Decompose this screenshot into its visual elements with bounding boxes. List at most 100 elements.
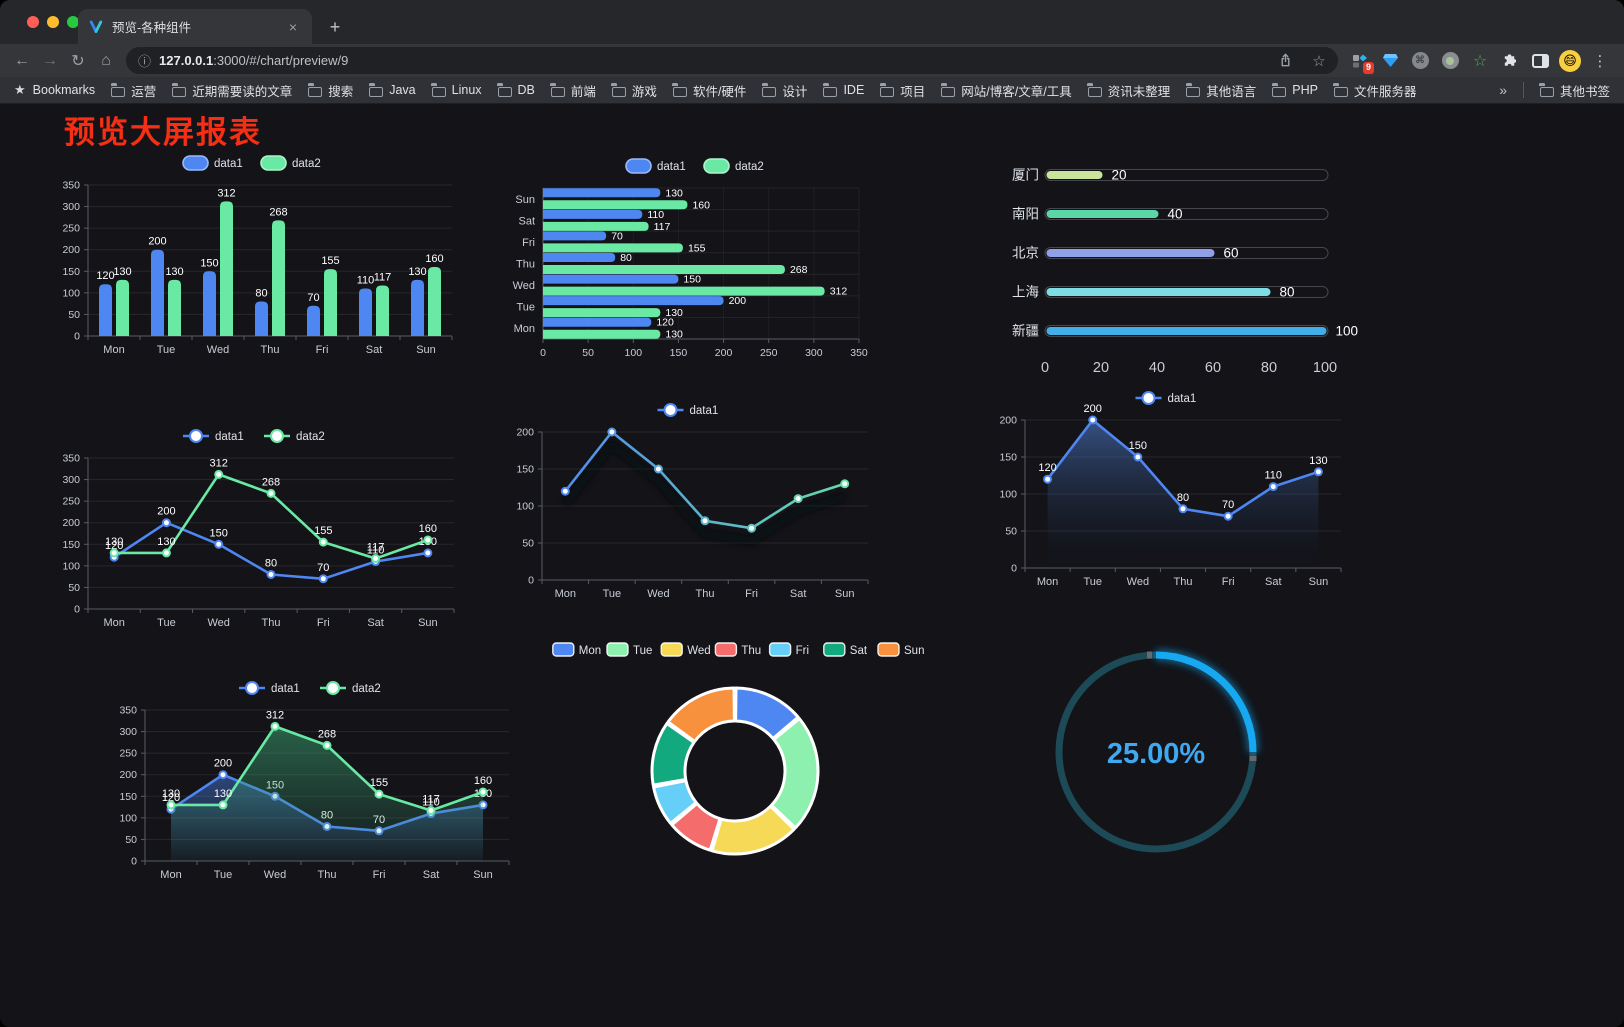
chart-bar-horizontal: data1 data2 0 50 100 150 200 250 300 350 Mon 120 130… (503, 152, 891, 367)
svg-text:120: 120 (96, 270, 114, 282)
svg-text:Sat: Sat (366, 344, 383, 356)
svg-text:Sat: Sat (423, 869, 440, 881)
bookmark-folder[interactable]: 设计 (761, 81, 807, 100)
tab-favicon (89, 20, 103, 33)
svg-text:Mon: Mon (160, 869, 181, 881)
svg-text:Thu: Thu (262, 617, 281, 629)
other-bookmarks-label: 其他书签 (1559, 84, 1610, 99)
share-icon[interactable] (1272, 49, 1298, 73)
folder-icon (431, 83, 446, 97)
bookmark-folder[interactable]: 资讯未整理 (1087, 81, 1170, 100)
svg-text:268: 268 (790, 264, 808, 276)
svg-text:data2: data2 (735, 161, 764, 173)
svg-text:268: 268 (318, 728, 336, 740)
bookmark-folder[interactable]: 搜索 (307, 81, 353, 100)
bookmark-folder[interactable]: 前端 (550, 81, 596, 100)
svg-text:Wed: Wed (264, 869, 286, 881)
profile-avatar[interactable]: 😄 (1558, 48, 1582, 74)
bookmark-folder[interactable]: DB (497, 83, 535, 97)
svg-text:50: 50 (522, 538, 534, 550)
svg-text:117: 117 (367, 542, 385, 554)
browser-tab[interactable]: 预览-各种组件 × (78, 9, 312, 44)
svg-text:100: 100 (62, 560, 80, 572)
svg-text:120: 120 (162, 792, 180, 804)
svg-text:Mon: Mon (103, 344, 124, 356)
svg-text:150: 150 (62, 539, 80, 551)
folder-icon (1087, 83, 1102, 97)
bookmark-folder[interactable]: 项目 (879, 81, 925, 100)
svg-text:Sun: Sun (904, 645, 924, 657)
svg-text:100: 100 (625, 347, 643, 359)
svg-text:Tue: Tue (157, 344, 176, 356)
bookmark-folder[interactable]: Java (368, 83, 416, 97)
svg-text:350: 350 (119, 705, 137, 717)
svg-text:120: 120 (105, 540, 123, 552)
svg-text:110: 110 (367, 545, 385, 557)
bookmark-folder[interactable]: IDE (822, 83, 864, 97)
extension-command-icon[interactable]: ⌘ (1408, 48, 1432, 74)
svg-text:150: 150 (999, 452, 1017, 464)
svg-text:Fri: Fri (316, 344, 329, 356)
bookmarks-divider (1522, 82, 1524, 98)
puzzle-extensions-icon[interactable] (1498, 48, 1522, 74)
extension-record-icon[interactable] (1438, 48, 1462, 74)
bookmark-folder[interactable]: PHP (1271, 83, 1318, 97)
extension-grid-icon[interactable]: 9 (1348, 48, 1374, 74)
url-bar[interactable]: ⓘ 127.0.0.1:3000/#/chart/preview/9 ☆ (126, 47, 1338, 74)
svg-text:Mon: Mon (514, 323, 535, 335)
bookmark-folder[interactable]: 网站/博客/文章/工具 (940, 81, 1072, 100)
zoom-window-button[interactable] (67, 16, 79, 28)
url-text: 127.0.0.1:3000/#/chart/preview/9 (159, 53, 1264, 68)
svg-text:0: 0 (74, 331, 80, 343)
bookmark-folder[interactable]: 游戏 (611, 81, 657, 100)
svg-text:100: 100 (1336, 324, 1359, 339)
minimize-window-button[interactable] (47, 16, 59, 28)
home-icon[interactable]: ⌂ (101, 51, 111, 69)
svg-text:150: 150 (516, 464, 534, 476)
svg-text:Fri: Fri (796, 645, 809, 657)
svg-text:130: 130 (665, 307, 683, 319)
svg-text:80: 80 (1261, 360, 1277, 376)
svg-text:Sat: Sat (518, 215, 535, 227)
bookmark-folder[interactable]: 运营 (110, 81, 156, 100)
svg-text:Thu: Thu (318, 869, 337, 881)
forward-icon[interactable]: → (42, 51, 58, 69)
extension-star-icon[interactable]: ☆ (1472, 52, 1488, 70)
folder-icon (879, 83, 895, 97)
bookmark-folder[interactable]: 文件服务器 (1333, 81, 1416, 100)
chart-gauge: 25.00% (1048, 644, 1268, 859)
svg-text:200: 200 (214, 758, 232, 770)
svg-text:0: 0 (528, 575, 534, 587)
back-icon[interactable]: ← (14, 51, 30, 69)
svg-text:250: 250 (119, 748, 137, 760)
svg-text:130: 130 (157, 536, 175, 548)
bookmark-star-icon[interactable]: ☆ (1312, 52, 1326, 70)
bookmark-folder[interactable]: 其他语言 (1185, 81, 1256, 100)
bookmark-folder[interactable]: Linux (431, 83, 482, 97)
svg-text:312: 312 (217, 187, 235, 199)
menu-kebab-icon[interactable]: ⋮ (1592, 52, 1608, 70)
side-panel-icon[interactable] (1528, 48, 1552, 74)
svg-text:40: 40 (1168, 207, 1183, 222)
svg-text:150: 150 (210, 527, 228, 539)
reload-icon[interactable]: ↻ (71, 52, 85, 70)
svg-text:0: 0 (1041, 360, 1049, 376)
folder-icon (672, 83, 687, 97)
svg-text:155: 155 (314, 525, 332, 537)
svg-text:Sun: Sun (416, 344, 436, 356)
svg-text:130: 130 (1309, 455, 1327, 467)
site-info-icon[interactable]: ⓘ (138, 54, 152, 69)
tab-close-icon[interactable]: × (288, 18, 298, 35)
new-tab-button[interactable]: + (329, 17, 341, 37)
other-bookmarks-folder[interactable]: 其他书签 (1539, 81, 1610, 100)
bookmarks-manager[interactable]: ★ Bookmarks (14, 82, 95, 98)
close-window-button[interactable] (27, 16, 39, 28)
svg-text:Tue: Tue (633, 645, 652, 657)
bookmark-folder[interactable]: 近期需要读的文章 (171, 81, 292, 100)
bookmarks-overflow-chevron[interactable]: » (1499, 82, 1507, 98)
bookmark-folder[interactable]: 软件/硬件 (672, 81, 746, 100)
svg-text:80: 80 (1280, 285, 1295, 300)
extension-gem-icon[interactable] (1378, 48, 1402, 74)
svg-text:130: 130 (165, 266, 183, 278)
svg-text:Wed: Wed (513, 280, 535, 292)
